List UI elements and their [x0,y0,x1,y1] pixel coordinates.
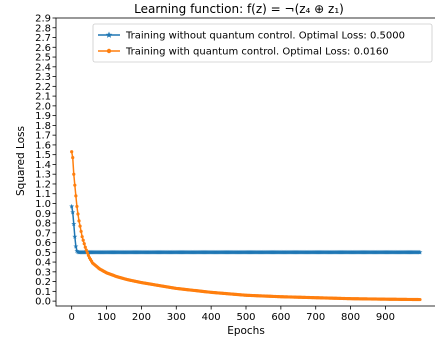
data-point [71,156,75,160]
y-tick-label: 1.3 [35,170,51,181]
data-point [71,221,77,227]
data-point [78,224,82,228]
x-tick-label: 400 [202,312,221,323]
y-tick-label: 1.1 [35,189,51,200]
data-point [84,248,88,252]
y-tick-label: 0.8 [35,219,51,230]
data-point [77,219,81,223]
legend: Training without quantum control. Optima… [92,23,433,63]
legend-label: Training with quantum control. Optimal L… [125,47,389,58]
x-tick-label: 800 [341,312,360,323]
y-tick-label: 2.7 [35,33,51,44]
legend-marker [106,48,112,54]
chart-title: Learning function: f(z) = ¬(z₄ ⊕ z₁) [134,2,344,16]
data-point [72,172,76,176]
y-tick-label: 2.1 [35,92,51,103]
data-point [418,297,422,302]
y-tick-label: 2.4 [35,62,51,73]
x-axis-label: Epochs [227,325,265,337]
y-tick-label: 2.0 [35,101,51,112]
y-tick-label: 0.6 [35,238,51,249]
y-tick-label: 0.5 [35,248,51,259]
data-point [69,203,75,209]
data-point [74,194,78,198]
plot-area [69,150,423,302]
x-tick-label: 600 [271,312,290,323]
y-tick-label: 0.4 [35,258,51,269]
x-tick-label: 300 [167,312,186,323]
data-point [74,248,80,254]
y-tick-label: 1.9 [35,111,51,122]
y-tick-label: 2.6 [35,43,51,54]
y-tick-label: 1.6 [35,140,51,151]
y-tick-label: 1.5 [35,150,51,161]
data-point [85,251,89,255]
y-tick-label: 2.5 [35,53,51,64]
data-point [73,243,79,249]
y-tick-label: 0.1 [35,287,51,298]
legend-entry: Training with quantum control. Optimal L… [98,47,389,58]
data-point [72,234,78,239]
y-tick-label: 2.3 [35,72,51,83]
y-tick-label: 1.0 [35,199,51,210]
y-tick-label: 1.4 [35,160,51,171]
y-tick-label: 1.7 [35,131,51,142]
series-1 [69,203,423,255]
y-axis: 0.00.10.20.30.40.50.60.70.80.91.01.11.21… [35,14,56,308]
x-tick-label: 200 [132,312,151,323]
y-tick-label: 0.0 [35,297,51,308]
legend-entry: Training without quantum control. Optima… [98,31,405,42]
data-point [75,204,79,209]
legend-marker [105,31,113,38]
y-tick-label: 2.2 [35,82,51,93]
y-tick-label: 0.7 [35,228,51,239]
series-line [70,206,420,254]
y-axis-label: Squared Loss [15,126,27,196]
x-tick-label: 500 [236,312,255,323]
x-tick-label: 900 [376,312,395,323]
data-point [80,235,84,239]
y-tick-label: 0.2 [35,277,51,288]
y-tick-label: 2.9 [35,14,51,25]
x-tick-label: 100 [97,312,116,323]
data-point [81,238,85,242]
x-tick-label: 700 [306,312,325,323]
y-tick-label: 0.3 [35,267,51,278]
y-tick-label: 1.8 [35,121,51,132]
data-point [73,183,77,187]
legend-label: Training without quantum control. Optima… [125,31,405,42]
data-point [417,249,423,255]
data-point [83,245,87,249]
series-2 [70,150,422,302]
data-point [70,150,74,154]
x-axis: 0 100 200 300 400 500 600 700 800 900 [69,306,395,323]
data-point [76,212,80,216]
data-point [70,209,76,215]
x-tick-label: 0 [69,312,75,323]
data-point [79,229,83,234]
legend-box [92,23,433,63]
y-tick-label: 1.2 [35,179,51,190]
y-tick-label: 0.9 [35,209,51,220]
data-point [82,242,86,246]
y-tick-label: 2.8 [35,23,51,34]
